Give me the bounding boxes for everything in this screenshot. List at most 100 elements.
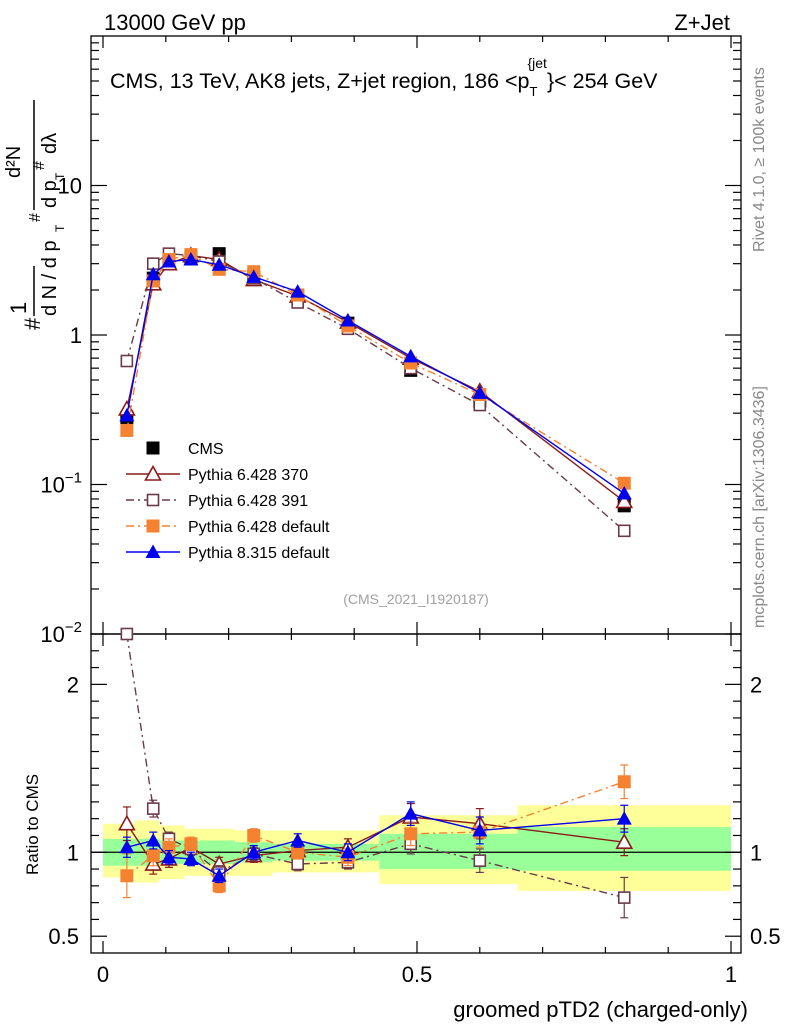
legend: CMS Pythia 6.428 370 Pythia 6.428 391 Pythi… bbox=[126, 441, 330, 562]
legend-label: Pythia 8.315 default bbox=[188, 545, 330, 562]
series-line-main bbox=[126, 258, 625, 495]
series-point-main bbox=[145, 266, 161, 281]
series-point-ratio bbox=[146, 849, 160, 863]
series-point-ratio bbox=[146, 802, 160, 815]
legend-label: CMS bbox=[188, 441, 224, 458]
series-point-ratio bbox=[247, 828, 261, 842]
x-axis-label: groomed pTD2 (charged-only) bbox=[453, 997, 748, 1022]
series-point-ratio bbox=[340, 844, 356, 859]
legend-label: Pythia 6.428 370 bbox=[188, 467, 308, 484]
series-point-ratio bbox=[616, 811, 632, 825]
legend-item-0: CMS bbox=[146, 441, 224, 458]
series-point-main bbox=[616, 486, 632, 500]
series-point-ratio bbox=[120, 627, 134, 641]
series-point-ratio bbox=[184, 837, 198, 851]
legend-marker bbox=[146, 519, 160, 533]
series-point-main bbox=[120, 423, 134, 437]
legend-label: Pythia 6.428 391 bbox=[188, 493, 308, 510]
svg-text:#: # bbox=[31, 161, 48, 170]
series-point-main bbox=[183, 251, 199, 266]
series-point-ratio bbox=[161, 849, 177, 864]
y-axis-frac2-den: d p bbox=[39, 180, 61, 208]
series-point-ratio bbox=[615, 833, 634, 849]
ratio-band-inner-5 bbox=[379, 833, 518, 870]
legend-marker bbox=[146, 493, 160, 507]
y-axis-frac1-den: d N / d p bbox=[39, 240, 61, 316]
series-point-ratio bbox=[291, 845, 305, 859]
rivet-label: Rivet 4.1.0, ≥ 100k events bbox=[751, 67, 768, 252]
legend-item-2: Pythia 6.428 391 bbox=[126, 493, 308, 510]
legend-marker bbox=[144, 464, 162, 481]
x-tick-label: 0.5 bbox=[402, 962, 433, 987]
svg-text:dλ: dλ bbox=[39, 133, 61, 154]
series-point-main bbox=[340, 313, 356, 327]
y-tick-label-main: 1 bbox=[70, 323, 82, 348]
series-point-ratio bbox=[211, 868, 227, 882]
series-point-ratio bbox=[617, 775, 631, 789]
analysis-id: (CMS_2021_I1920187) bbox=[343, 591, 489, 607]
process-label: Z+Jet bbox=[674, 10, 730, 35]
svg-text:T: T bbox=[53, 172, 67, 180]
x-tick-label: 0 bbox=[97, 962, 109, 987]
svg-text:T: T bbox=[53, 224, 67, 232]
series-point-main bbox=[120, 354, 134, 368]
series-line-main bbox=[126, 252, 625, 532]
series-point-ratio bbox=[472, 822, 488, 837]
y-tick-label-ratio: 1 bbox=[67, 840, 79, 865]
series-group bbox=[118, 246, 634, 919]
chart-title-tail: }< 254 GeV bbox=[547, 69, 658, 93]
energy-label: 13000 GeV pp bbox=[104, 10, 246, 35]
series-point-main bbox=[119, 407, 135, 422]
series-point-main bbox=[617, 476, 631, 490]
y-axis-label-ratio: Ratio to CMS bbox=[23, 774, 42, 875]
legend-marker bbox=[146, 441, 160, 455]
y-tick-label-ratio-right: 2 bbox=[750, 672, 762, 697]
y-tick-label-main: 10−2 bbox=[40, 619, 82, 647]
series-point-main bbox=[403, 348, 419, 363]
series-point-ratio bbox=[145, 833, 161, 847]
series-point-ratio bbox=[617, 891, 631, 904]
series-point-ratio bbox=[183, 851, 199, 865]
y-axis-frac1-num: 1 bbox=[6, 302, 31, 314]
series-point-ratio bbox=[473, 854, 487, 867]
legend-item-3: Pythia 6.428 default bbox=[126, 519, 330, 536]
series-line-main bbox=[126, 254, 625, 503]
series-3 bbox=[119, 251, 632, 884]
chart-title-main: CMS, 13 TeV, AK8 jets, Z+jet region, 186… bbox=[110, 69, 530, 93]
series-point-main bbox=[472, 385, 488, 399]
series-point-main bbox=[473, 398, 487, 412]
axes-frames: 0 0.5 1 10−2 10−1 1 10 0.5 0.5 1 1 2 2 bbox=[40, 35, 781, 987]
y-tick-label-main: 10 bbox=[58, 174, 82, 199]
legend-marker bbox=[145, 544, 161, 558]
series-point-main bbox=[290, 284, 306, 298]
series-point-main bbox=[617, 524, 631, 538]
y-axis-label-main-text: # bbox=[20, 317, 45, 330]
y-tick-label-ratio-right: 1 bbox=[750, 840, 762, 865]
mcplots-label: mcplots.cern.ch [arXiv:1306.3436] bbox=[751, 386, 768, 628]
y-tick-label-ratio: 0.5 bbox=[48, 924, 79, 949]
series-point-main bbox=[161, 254, 177, 268]
chart-title: CMS, 13 TeV, AK8 jets, Z+jet region, 186… bbox=[110, 55, 658, 99]
series-point-ratio bbox=[291, 857, 304, 871]
x-tick-label: 1 bbox=[725, 962, 737, 987]
y-axis-label-main: # 1 d N / d p T # d²N d p T # dλ bbox=[3, 100, 67, 330]
y-tick-label-ratio-right: 0.5 bbox=[750, 924, 781, 949]
series-point-ratio bbox=[290, 833, 306, 847]
series-point-ratio bbox=[404, 827, 418, 841]
series-point-ratio bbox=[118, 814, 136, 831]
legend-label: Pythia 6.428 default bbox=[188, 519, 330, 536]
y-tick-label-main: 10−1 bbox=[40, 470, 82, 498]
series-point-main bbox=[615, 492, 634, 509]
chart-title-sup: {jet bbox=[527, 55, 547, 71]
series-point-main bbox=[211, 257, 227, 271]
legend-item-4: Pythia 8.315 default bbox=[126, 544, 330, 562]
chart-title-sub: T bbox=[530, 84, 538, 99]
series-point-main bbox=[246, 269, 262, 283]
legend-item-1: Pythia 6.428 370 bbox=[126, 464, 308, 484]
y-axis-frac2-num: d²N bbox=[3, 146, 25, 178]
series-point-ratio bbox=[119, 839, 135, 854]
y-tick-label-ratio: 2 bbox=[67, 672, 79, 697]
series-point-ratio bbox=[120, 869, 134, 883]
ratio-frame bbox=[90, 633, 742, 954]
